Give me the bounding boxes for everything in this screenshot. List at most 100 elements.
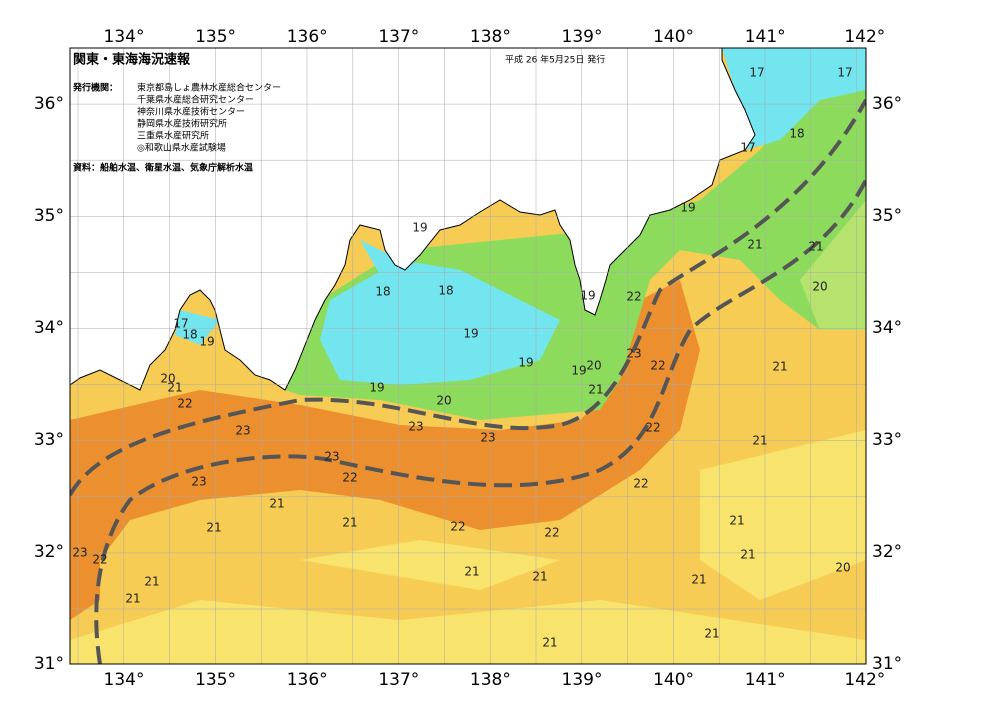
latitude-label: 32° bbox=[34, 542, 64, 562]
contour-label: 21 bbox=[269, 497, 284, 511]
issuer-name: 千葉県水産総合研究センター bbox=[137, 94, 254, 106]
latitude-label: 36° bbox=[34, 94, 64, 114]
contour-label: 20 bbox=[586, 359, 601, 373]
longitude-label: 139° bbox=[562, 27, 603, 47]
contour-label: 19 bbox=[580, 289, 595, 303]
kuroshio-axis-north bbox=[70, 99, 866, 496]
contour-label: 19 bbox=[412, 221, 427, 235]
sea-light-green bbox=[800, 200, 866, 330]
contour-label: 22 bbox=[92, 553, 107, 567]
contour-label: 21 bbox=[342, 516, 357, 530]
contour-label: 21 bbox=[532, 570, 547, 584]
longitude-label: 137° bbox=[378, 27, 419, 47]
contour-label: 21 bbox=[588, 383, 603, 397]
contour-label: 21 bbox=[704, 627, 719, 641]
contour-label: 19 bbox=[571, 364, 586, 378]
contour-label: 17 bbox=[173, 317, 188, 331]
data-source: 資料：船舶水温、衛星水温、気象庁解析水温 bbox=[73, 162, 253, 174]
contour-label: 18 bbox=[438, 284, 453, 298]
longitude-label: 141° bbox=[745, 670, 786, 690]
contour-label: 21 bbox=[464, 565, 479, 579]
contour-label: 20 bbox=[835, 561, 850, 575]
longitude-label: 142° bbox=[844, 670, 885, 690]
contour-label: 21 bbox=[206, 521, 221, 535]
contour-label: 21 bbox=[772, 360, 787, 374]
contour-label: 18 bbox=[375, 285, 390, 299]
contour-label: 22 bbox=[645, 421, 660, 435]
contour-label: 23 bbox=[235, 424, 250, 438]
contour-label: 20 bbox=[436, 394, 451, 408]
issuer-name: ◎和歌山県水産試験場 bbox=[137, 142, 226, 154]
contour-label: 23 bbox=[72, 546, 87, 560]
issuer-name: 三重県水産研究所 bbox=[137, 130, 209, 142]
contour-label: 18 bbox=[182, 328, 197, 342]
contour-label: 19 bbox=[199, 335, 214, 349]
contour-label: 22 bbox=[626, 290, 641, 304]
sea-cold bbox=[175, 48, 866, 385]
contour-label: 19 bbox=[369, 381, 384, 395]
issuer-name: 神奈川県水産技術センター bbox=[137, 106, 245, 118]
longitude-label: 134° bbox=[104, 670, 145, 690]
longitude-label: 137° bbox=[378, 670, 419, 690]
latitude-label: 32° bbox=[872, 542, 902, 562]
contour-label: 19 bbox=[463, 327, 478, 341]
contour-label: 22 bbox=[177, 397, 192, 411]
contour-label: 21 bbox=[747, 238, 762, 252]
sea-yellow bbox=[70, 430, 866, 664]
longitude-label: 138° bbox=[470, 670, 511, 690]
longitude-label: 136° bbox=[287, 27, 328, 47]
longitude-label: 135° bbox=[195, 670, 236, 690]
longitude-label: 141° bbox=[745, 27, 786, 47]
latitude-label: 36° bbox=[872, 94, 902, 114]
contour-label: 22 bbox=[633, 477, 648, 491]
contour-label: 19 bbox=[518, 356, 533, 370]
contour-label: 21 bbox=[729, 514, 744, 528]
contour-label: 17 bbox=[837, 66, 852, 80]
issuer-list: 東京都島しょ農林水産総合センター千葉県水産総合研究センター神奈川県水産技術センタ… bbox=[137, 82, 281, 154]
contour-label: 23 bbox=[324, 450, 339, 464]
contour-label: 22 bbox=[544, 526, 559, 540]
contour-label: 22 bbox=[650, 359, 665, 373]
contour-label: 22 bbox=[342, 471, 357, 485]
contour-label: 18 bbox=[789, 127, 804, 141]
latitude-label: 34° bbox=[34, 318, 64, 338]
contour-label: 20 bbox=[160, 372, 175, 386]
contour-label: 23 bbox=[626, 347, 641, 361]
latitude-label: 33° bbox=[34, 430, 64, 450]
longitude-label: 139° bbox=[562, 670, 603, 690]
issue-date: 平成 26 年5月25日 発行 bbox=[505, 54, 605, 66]
longitude-label: 142° bbox=[844, 27, 885, 47]
land bbox=[70, 48, 756, 391]
contour-label: 21 bbox=[740, 548, 755, 562]
latitude-label: 31° bbox=[872, 654, 902, 674]
contour-label: 21 bbox=[542, 636, 557, 650]
longitude-label: 140° bbox=[653, 670, 694, 690]
contour-label: 21 bbox=[752, 434, 767, 448]
contour-label: 23 bbox=[191, 475, 206, 489]
issuer-name: 東京都島しょ農林水産総合センター bbox=[137, 82, 281, 94]
contour-label: 21 bbox=[144, 575, 159, 589]
contour-label: 23 bbox=[408, 420, 423, 434]
contour-label: 17 bbox=[740, 141, 755, 155]
contour-label: 21 bbox=[691, 573, 706, 587]
issuer-name: 静岡県水産技術研究所 bbox=[137, 118, 227, 130]
latitude-label: 33° bbox=[872, 430, 902, 450]
map-title: 関東・東海海況速報 bbox=[73, 52, 191, 68]
latitude-label: 34° bbox=[872, 318, 902, 338]
latitude-label: 31° bbox=[34, 654, 64, 674]
sea-warm-band bbox=[70, 280, 700, 620]
issuer-label: 発行機関： bbox=[72, 82, 118, 94]
contour-label: 23 bbox=[480, 431, 495, 445]
contour-label: 21 bbox=[808, 240, 823, 254]
map-frame bbox=[69, 47, 867, 665]
contour-label: 20 bbox=[812, 280, 827, 294]
contour-label: 19 bbox=[680, 201, 695, 215]
contour-label: 17 bbox=[749, 66, 764, 80]
contour-label: 21 bbox=[167, 381, 182, 395]
contour-label: 21 bbox=[125, 592, 140, 606]
latitude-label: 35° bbox=[872, 206, 902, 226]
kuroshio-axis-south bbox=[94, 179, 866, 664]
